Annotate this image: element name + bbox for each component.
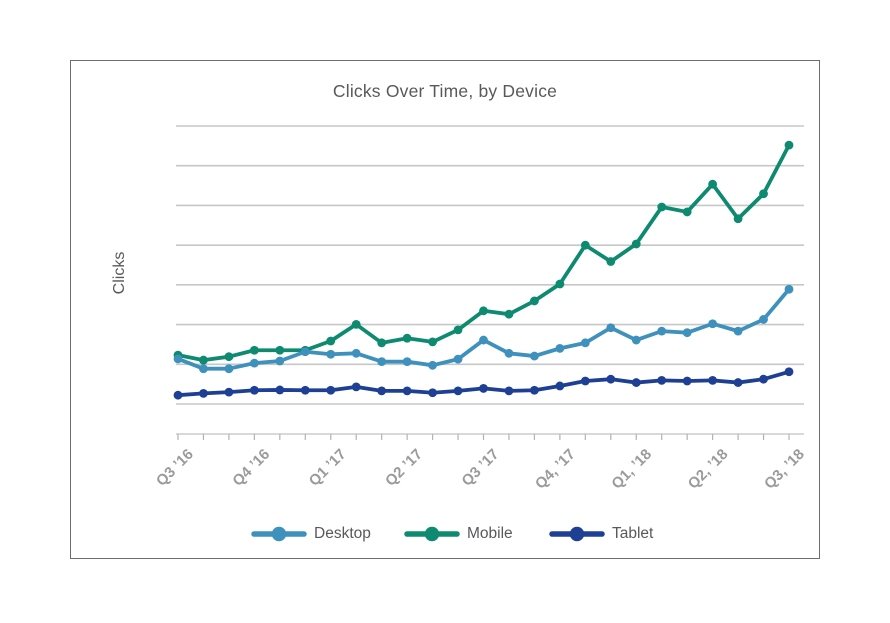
x-tick-label: Q3 ’17 <box>458 446 502 490</box>
data-point-mobile <box>326 336 336 346</box>
data-point-desktop <box>555 343 565 353</box>
data-point-desktop <box>733 326 743 336</box>
data-point-desktop <box>682 328 692 338</box>
data-point-tablet <box>351 382 361 392</box>
data-point-mobile <box>428 337 437 347</box>
data-point-mobile <box>504 309 514 319</box>
data-point-tablet <box>708 376 718 385</box>
data-point-tablet <box>682 376 692 386</box>
data-point-tablet <box>631 378 641 387</box>
x-tick-label: Q4, ’17 <box>532 446 579 493</box>
data-point-mobile <box>708 179 718 189</box>
data-point-desktop <box>530 351 539 361</box>
data-point-mobile <box>275 345 285 355</box>
data-point-desktop <box>173 354 183 364</box>
data-point-desktop <box>326 349 336 359</box>
data-point-desktop <box>657 326 667 336</box>
x-tick-label: Q2, ’18 <box>685 446 732 493</box>
data-point-tablet <box>580 376 590 386</box>
chart-card: Clicks Over Time, by Device Clicks Q3 ’1… <box>70 60 820 559</box>
x-tick-label: Q1, ’18 <box>608 446 655 493</box>
data-point-desktop <box>199 364 208 374</box>
data-point-mobile <box>199 355 208 365</box>
legend-marker-tablet-icon <box>549 526 605 542</box>
data-point-tablet <box>173 390 183 400</box>
data-point-desktop <box>249 358 259 368</box>
data-point-desktop <box>784 284 794 294</box>
data-point-desktop <box>224 364 234 374</box>
data-point-tablet <box>300 385 310 395</box>
data-point-desktop <box>428 360 437 370</box>
data-point-tablet <box>530 385 539 395</box>
data-point-tablet <box>326 385 336 395</box>
plot-area: Q3 ’16 Q4 ’16 Q1 ’17 Q2 ’17 Q3 ’17 Q4, ’17 Q1,… <box>153 125 808 493</box>
data-point-desktop <box>504 348 514 358</box>
data-point-desktop <box>708 319 718 329</box>
data-point-mobile <box>759 189 768 199</box>
data-point-mobile <box>377 338 387 348</box>
data-point-desktop <box>479 335 488 345</box>
legend-marker-desktop-icon <box>251 526 307 542</box>
chart-title: Clicks Over Time, by Device <box>332 81 558 101</box>
data-point-mobile <box>402 333 412 343</box>
data-point-mobile <box>784 140 794 150</box>
data-point-tablet <box>224 387 234 397</box>
data-point-mobile <box>631 239 641 249</box>
data-point-tablet <box>784 367 794 377</box>
data-point-desktop <box>580 338 590 348</box>
data-point-desktop <box>759 315 768 324</box>
data-point-mobile <box>249 345 259 355</box>
data-point-desktop <box>377 357 387 367</box>
data-point-mobile <box>580 240 590 250</box>
data-point-desktop <box>606 323 616 333</box>
data-point-tablet <box>759 374 768 384</box>
data-point-mobile <box>657 202 667 212</box>
data-point-tablet <box>428 388 437 398</box>
legend-item-mobile: Mobile <box>403 523 513 545</box>
x-tick-label: Q2 ’17 <box>382 446 426 490</box>
legend-marker-mobile-icon <box>404 526 460 542</box>
data-point-tablet <box>199 388 208 398</box>
x-tick-label: Q3, ’18 <box>761 446 808 493</box>
data-point-mobile <box>555 279 565 289</box>
data-point-desktop <box>275 356 285 366</box>
data-point-tablet <box>453 386 463 396</box>
data-point-desktop <box>402 357 412 367</box>
data-point-desktop <box>453 354 463 364</box>
legend-label: Desktop <box>314 525 371 542</box>
x-tick-label: Q4 ’16 <box>229 446 273 490</box>
data-point-tablet <box>733 378 743 387</box>
data-point-mobile <box>479 306 488 316</box>
data-point-tablet <box>606 374 616 384</box>
data-point-mobile <box>606 257 616 266</box>
data-point-tablet <box>479 384 488 393</box>
x-tick-label: Q3 ’16 <box>153 446 197 490</box>
data-point-mobile <box>224 352 234 362</box>
data-point-tablet <box>249 385 259 395</box>
legend-label: Tablet <box>612 525 654 542</box>
data-point-desktop <box>631 335 641 345</box>
legend-item-tablet: Tablet <box>548 523 653 545</box>
chart-legend: Desktop Mobile Tablet <box>71 523 819 547</box>
x-tick-label: Q1 ’17 <box>306 446 350 490</box>
data-point-tablet <box>402 386 412 396</box>
data-point-tablet <box>275 385 285 395</box>
data-point-tablet <box>555 381 565 391</box>
data-point-mobile <box>351 319 361 329</box>
data-point-desktop <box>351 348 361 358</box>
series-line-desktop <box>176 287 791 371</box>
data-point-tablet <box>377 386 387 396</box>
data-point-tablet <box>657 376 667 385</box>
data-point-mobile <box>453 325 463 335</box>
data-point-tablet <box>504 386 514 396</box>
data-point-mobile <box>733 214 743 224</box>
data-point-desktop <box>300 347 310 357</box>
legend-item-desktop: Desktop <box>250 523 371 545</box>
legend-label: Mobile <box>467 525 513 542</box>
data-point-mobile <box>682 207 692 217</box>
data-point-mobile <box>530 296 539 306</box>
